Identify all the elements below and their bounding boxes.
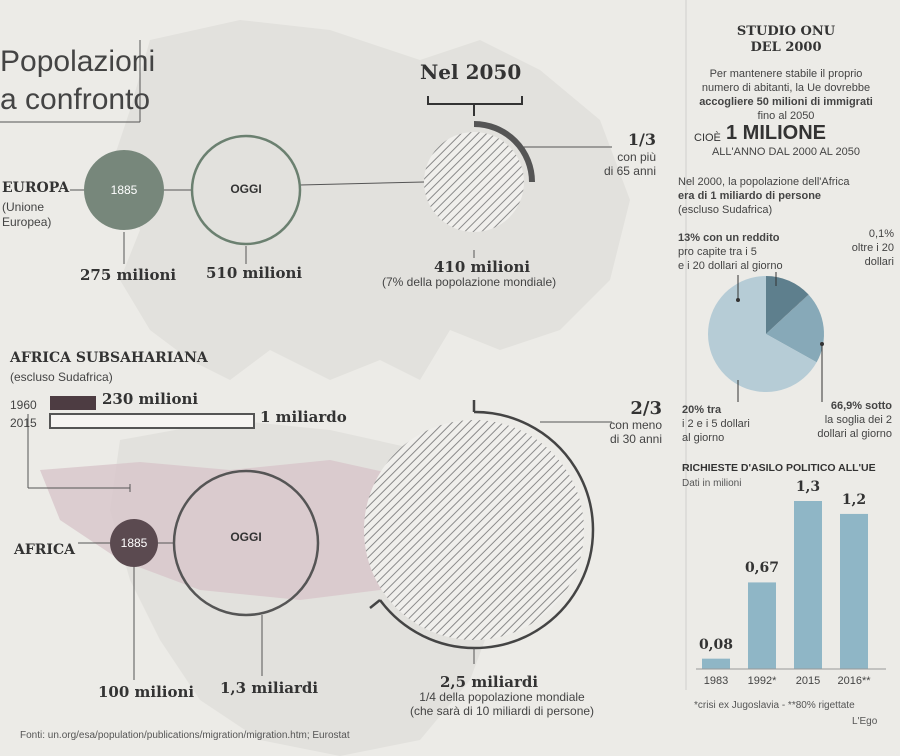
europa-1885-value: 275 milioni bbox=[80, 266, 177, 284]
nel2050-header: Nel 2050 bbox=[420, 60, 522, 84]
studio-milione: 1 MILIONE bbox=[726, 122, 827, 144]
africa-oggi-label: OGGI bbox=[230, 530, 262, 544]
year-1960: 1960 bbox=[10, 398, 37, 412]
studio-cioe: CIOÈ bbox=[694, 132, 721, 144]
pie-chart bbox=[696, 272, 886, 670]
bar-category-label: 2015 bbox=[795, 675, 821, 687]
chart-footnote: *crisi ex Jugoslavia - **80% rigettate bbox=[694, 700, 855, 711]
europa-fraction-note1: con più bbox=[617, 150, 656, 164]
chart-subtitle: Dati in milioni bbox=[682, 478, 742, 489]
bar-value-label: 0,67 bbox=[744, 560, 780, 577]
europa-label: EUROPA bbox=[2, 180, 70, 196]
nel2050-bracket bbox=[427, 96, 523, 105]
bar-2015 bbox=[49, 413, 255, 429]
pie-label-20-2: i 2 e i 5 dollari bbox=[682, 418, 750, 430]
africa-1885-label: 1885 bbox=[120, 536, 148, 550]
source-note: Fonti: un.org/esa/population/publication… bbox=[20, 730, 350, 741]
subsahariana-label: AFRICA SUBSAHARIANA bbox=[10, 350, 208, 366]
studio-title2: DEL 2000 bbox=[750, 40, 822, 55]
right-panel: STUDIO ONU DEL 2000 Per mantenere stabil… bbox=[672, 0, 900, 756]
europa-2050-arc bbox=[473, 121, 535, 183]
chart-title: RICHIESTE D'ASILO POLITICO ALL'UE bbox=[682, 462, 876, 474]
bar-value-label: 1,3 bbox=[795, 479, 821, 495]
pie-label-20-1: 20% tra bbox=[682, 404, 722, 416]
pie-label-01-3: dollari bbox=[864, 256, 894, 268]
studio-africa2: era di 1 miliardo di persone bbox=[678, 190, 822, 202]
pie-label-66-1: 66,9% sotto bbox=[830, 400, 892, 412]
bar-category-label: 1992* bbox=[747, 675, 777, 687]
africa-fraction: 2/3 bbox=[630, 398, 662, 419]
bar-1960 bbox=[50, 396, 96, 410]
studio-text1: Per mantenere stabile il proprio bbox=[709, 68, 863, 80]
bar-1992 bbox=[748, 582, 776, 669]
year-2015: 2015 bbox=[10, 416, 37, 430]
studio-text3: accogliere 50 milioni di immigrati bbox=[699, 96, 873, 108]
title-line1: Popolazioni bbox=[0, 45, 156, 78]
europa-2050-circle bbox=[424, 132, 524, 232]
value-2015: 1 miliardo bbox=[260, 408, 347, 426]
africa-2050-arc bbox=[378, 410, 595, 650]
bar-category-label: 1983 bbox=[703, 675, 729, 687]
europa-1885-label: 1885 bbox=[110, 183, 138, 197]
studio-text2: numero di abitanti, la Ue dovrebbe bbox=[701, 82, 871, 94]
africa-2050-circle bbox=[364, 420, 584, 640]
studio-title1: STUDIO ONU bbox=[736, 24, 836, 39]
europa-oggi-label: OGGI bbox=[230, 182, 262, 196]
bar-value-label: 1,2 bbox=[841, 491, 867, 508]
europa-sub1: (Unione bbox=[2, 200, 45, 214]
pie-slice-0-1 bbox=[766, 294, 809, 334]
pie-slice-13 bbox=[766, 276, 809, 334]
chart-credit: L'Ego bbox=[852, 716, 878, 727]
title-line2: a confronto bbox=[0, 83, 151, 116]
pie-label-66-2: la soglia dei 2 bbox=[824, 414, 892, 426]
studio-africa3: (escluso Sudafrica) bbox=[678, 204, 773, 216]
studio-anno: ALL'ANNO DAL 2000 AL 2050 bbox=[711, 146, 861, 158]
bar-1983 bbox=[702, 658, 730, 669]
pie-label-66-3: dollari al giorno bbox=[817, 428, 892, 440]
africa-oggi-value: 1,3 miliardi bbox=[220, 679, 319, 697]
europa-2050-note: (7% della popolazione mondiale) bbox=[382, 275, 557, 289]
africa-fraction-note1: con meno bbox=[609, 418, 662, 432]
africa-2050-value: 2,5 miliardi bbox=[440, 673, 539, 691]
bar-2016 bbox=[840, 513, 868, 669]
pie-label-13-3: e i 20 dollari al giorno bbox=[678, 260, 783, 272]
bar-category-label: 2016** bbox=[837, 675, 871, 687]
studio-africa1: Nel 2000, la popolazione dell'Africa bbox=[678, 176, 850, 188]
pie-label-01-1: 0,1% bbox=[868, 228, 894, 240]
value-1960: 230 milioni bbox=[102, 390, 199, 408]
africa-1885-value: 100 milioni bbox=[98, 683, 195, 701]
bar-2015 bbox=[794, 501, 822, 669]
africa-1885-circle bbox=[110, 519, 158, 567]
subsahariana-sub: (escluso Sudafrica) bbox=[10, 370, 113, 384]
europa-oggi-value: 510 milioni bbox=[206, 264, 303, 282]
europa-fraction: 1/3 bbox=[627, 130, 656, 149]
africa-2050-note1: 1/4 della popolazione mondiale bbox=[419, 690, 585, 704]
pie-label-13-2: pro capite tra i 5 bbox=[678, 246, 757, 258]
europa-oggi-circle bbox=[190, 134, 302, 246]
studio-text4: fino al 2050 bbox=[757, 110, 815, 122]
pie-label-13-1: 13% con un reddito bbox=[678, 232, 780, 244]
bar-value-label: 0,08 bbox=[698, 636, 734, 653]
pie-slice-20 bbox=[766, 294, 824, 363]
africa-fraction-note2: di 30 anni bbox=[609, 432, 662, 446]
europa-sub2: Europea) bbox=[2, 215, 52, 229]
pie-label-20-3: al giorno bbox=[682, 432, 725, 444]
europa-2050-value: 410 milioni bbox=[434, 258, 531, 276]
africa-label: AFRICA bbox=[14, 542, 75, 558]
pie-label-01-2: oltre i 20 bbox=[851, 242, 894, 254]
subsaharan-region bbox=[40, 460, 470, 600]
pie-slice-66-9 bbox=[708, 276, 817, 393]
europe-landmass bbox=[110, 20, 630, 380]
africa-2050-note2: (che sarà di 10 miliardi di persone) bbox=[409, 704, 595, 718]
europa-fraction-note2: di 65 anni bbox=[603, 164, 656, 178]
europa-1885-circle bbox=[84, 150, 164, 230]
